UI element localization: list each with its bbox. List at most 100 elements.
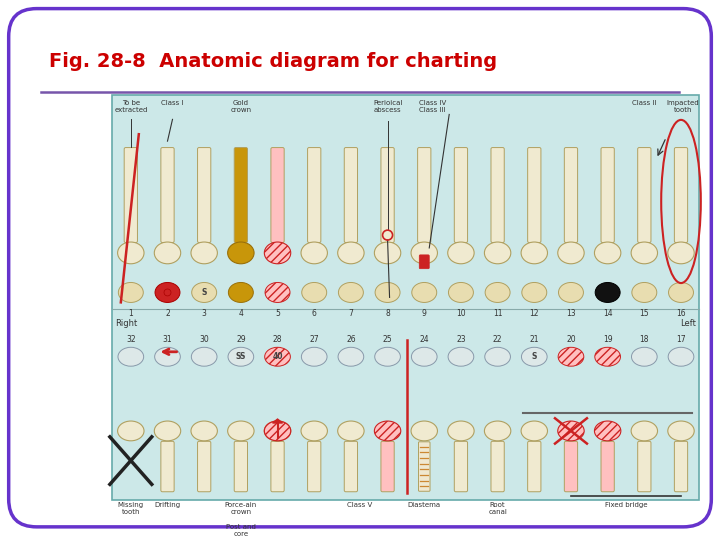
- Text: 12: 12: [529, 309, 539, 318]
- FancyBboxPatch shape: [344, 147, 358, 242]
- Ellipse shape: [669, 282, 693, 302]
- Ellipse shape: [192, 282, 217, 302]
- FancyBboxPatch shape: [638, 147, 651, 242]
- Ellipse shape: [595, 347, 621, 366]
- Ellipse shape: [485, 347, 510, 366]
- Text: 21: 21: [529, 335, 539, 344]
- Ellipse shape: [668, 347, 694, 366]
- FancyBboxPatch shape: [197, 441, 211, 492]
- Ellipse shape: [521, 242, 547, 264]
- Ellipse shape: [558, 347, 584, 366]
- Ellipse shape: [631, 347, 657, 366]
- FancyBboxPatch shape: [419, 255, 429, 269]
- Ellipse shape: [338, 242, 364, 264]
- Text: Class II: Class II: [632, 99, 657, 106]
- Ellipse shape: [522, 282, 546, 302]
- Text: To be
extracted: To be extracted: [114, 99, 148, 113]
- Ellipse shape: [558, 421, 584, 441]
- Text: Missing
tooth: Missing tooth: [118, 502, 144, 515]
- FancyBboxPatch shape: [675, 147, 688, 242]
- Ellipse shape: [264, 242, 291, 264]
- Text: 31: 31: [163, 335, 172, 344]
- Text: 3: 3: [202, 309, 207, 318]
- Text: 40: 40: [272, 352, 283, 361]
- Ellipse shape: [191, 242, 217, 264]
- FancyBboxPatch shape: [344, 441, 358, 492]
- Text: Post and
core: Post and core: [226, 524, 256, 537]
- Ellipse shape: [302, 282, 327, 302]
- Ellipse shape: [485, 282, 510, 302]
- Text: Right: Right: [115, 319, 138, 328]
- Text: Class IV
Class III: Class IV Class III: [418, 99, 446, 113]
- Text: 1: 1: [128, 309, 133, 318]
- Ellipse shape: [154, 421, 181, 441]
- Ellipse shape: [411, 421, 438, 441]
- FancyBboxPatch shape: [601, 441, 614, 492]
- Ellipse shape: [668, 421, 694, 441]
- Ellipse shape: [449, 282, 474, 302]
- Text: Left: Left: [680, 319, 696, 328]
- Text: 17: 17: [676, 335, 686, 344]
- Text: 26: 26: [346, 335, 356, 344]
- Ellipse shape: [374, 347, 400, 366]
- Text: Fixed bridge: Fixed bridge: [605, 502, 647, 508]
- FancyBboxPatch shape: [564, 147, 577, 242]
- Text: 25: 25: [383, 335, 392, 344]
- Ellipse shape: [338, 347, 364, 366]
- FancyBboxPatch shape: [381, 147, 395, 242]
- Ellipse shape: [521, 347, 547, 366]
- Ellipse shape: [117, 421, 144, 441]
- Ellipse shape: [338, 421, 364, 441]
- Text: 19: 19: [603, 335, 613, 344]
- Ellipse shape: [448, 421, 474, 441]
- Text: 27: 27: [310, 335, 319, 344]
- Ellipse shape: [118, 282, 143, 302]
- FancyBboxPatch shape: [638, 441, 651, 492]
- Ellipse shape: [412, 282, 437, 302]
- FancyBboxPatch shape: [271, 441, 284, 492]
- FancyBboxPatch shape: [234, 147, 248, 242]
- Text: Class V: Class V: [348, 502, 373, 508]
- Ellipse shape: [631, 421, 657, 441]
- Ellipse shape: [485, 242, 510, 264]
- Text: Root
canal: Root canal: [488, 502, 507, 515]
- Text: 32: 32: [126, 335, 135, 344]
- Ellipse shape: [485, 421, 510, 441]
- Ellipse shape: [301, 421, 328, 441]
- Ellipse shape: [411, 347, 437, 366]
- FancyBboxPatch shape: [161, 147, 174, 242]
- Text: 15: 15: [639, 309, 649, 318]
- FancyBboxPatch shape: [112, 94, 699, 500]
- FancyBboxPatch shape: [454, 441, 467, 492]
- Ellipse shape: [632, 282, 657, 302]
- Text: Gold
crown: Gold crown: [230, 99, 251, 113]
- Text: 30: 30: [199, 335, 209, 344]
- Ellipse shape: [155, 347, 180, 366]
- Ellipse shape: [448, 242, 474, 264]
- FancyBboxPatch shape: [271, 147, 284, 242]
- Text: 5: 5: [275, 309, 280, 318]
- FancyBboxPatch shape: [161, 441, 174, 492]
- Text: Diastema: Diastema: [408, 502, 441, 508]
- Ellipse shape: [191, 421, 217, 441]
- FancyBboxPatch shape: [381, 441, 395, 492]
- Text: 2: 2: [165, 309, 170, 318]
- Ellipse shape: [338, 282, 364, 302]
- FancyBboxPatch shape: [675, 441, 688, 492]
- Ellipse shape: [301, 242, 328, 264]
- Ellipse shape: [559, 282, 583, 302]
- Ellipse shape: [521, 421, 547, 441]
- Ellipse shape: [155, 282, 180, 302]
- Text: 16: 16: [676, 309, 686, 318]
- Text: 28: 28: [273, 335, 282, 344]
- Text: Drifting: Drifting: [154, 502, 181, 508]
- Ellipse shape: [631, 242, 657, 264]
- FancyBboxPatch shape: [418, 147, 431, 242]
- Text: 7: 7: [348, 309, 354, 318]
- FancyBboxPatch shape: [564, 441, 577, 492]
- Text: Porce­ain
crown: Porce­ain crown: [225, 502, 257, 515]
- FancyBboxPatch shape: [601, 147, 614, 242]
- Ellipse shape: [374, 242, 401, 264]
- Ellipse shape: [448, 347, 474, 366]
- Text: Perioical
abscess: Perioical abscess: [373, 99, 402, 113]
